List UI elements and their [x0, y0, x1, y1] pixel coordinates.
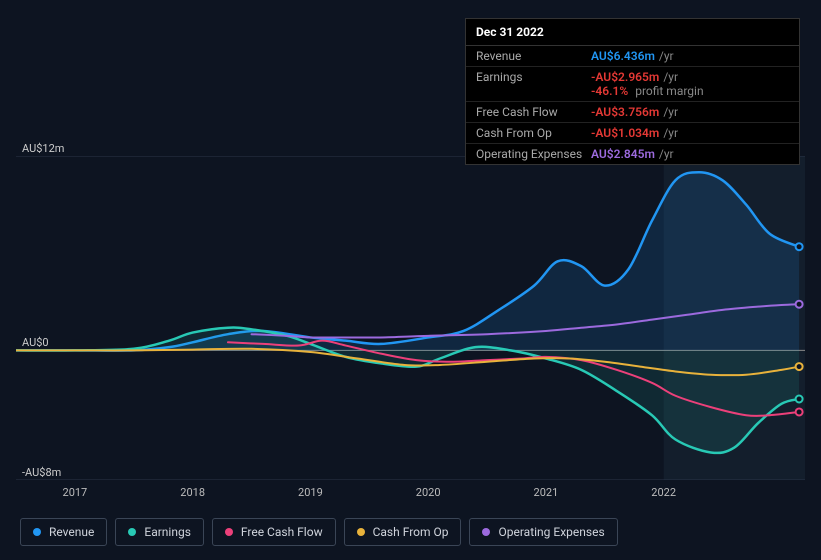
tooltip-row: RevenueAU$6.436m/yr [466, 46, 799, 67]
legend-item[interactable]: Earnings [115, 518, 204, 546]
tooltip-row-value: -AU$3.756m [591, 105, 659, 119]
chart-legend: Revenue Earnings Free Cash Flow Cash From O… [20, 518, 618, 546]
tooltip-row: Operating ExpensesAU$2.845m/yr [466, 144, 799, 164]
tooltip-row-unit: /yr [663, 126, 678, 140]
tooltip-row-unit: /yr [659, 147, 674, 161]
tooltip-row-value: -AU$2.965m [591, 70, 659, 84]
x-axis-label: 2020 [416, 486, 441, 499]
y-axis-label: AU$12m [22, 142, 64, 155]
legend-dot-icon [128, 528, 136, 536]
tooltip-row-unit: /yr [659, 49, 674, 63]
tooltip-row-sub: -46.1% profit margin [591, 84, 789, 98]
legend-label: Operating Expenses [498, 525, 604, 539]
tooltip-row-label: Earnings [476, 70, 591, 98]
legend-dot-icon [357, 528, 365, 536]
tooltip-row-label: Operating Expenses [476, 147, 591, 161]
legend-label: Revenue [49, 525, 94, 539]
x-axis-label: 2019 [298, 486, 323, 499]
tooltip-date: Dec 31 2022 [466, 19, 799, 46]
legend-item[interactable]: Free Cash Flow [212, 518, 336, 546]
legend-label: Earnings [144, 525, 191, 539]
y-axis-label: AU$0 [22, 336, 49, 349]
x-axis-label: 2017 [63, 486, 88, 499]
tooltip-row-unit: /yr [663, 105, 678, 119]
tooltip-row: Earnings-AU$2.965m/yr-46.1% profit margi… [466, 67, 799, 102]
tooltip-row-unit: /yr [663, 70, 678, 84]
y-axis-label: -AU$8m [22, 466, 61, 479]
legend-dot-icon [33, 528, 41, 536]
x-axis-label: 2021 [534, 486, 559, 499]
tooltip-row-label: Free Cash Flow [476, 105, 591, 119]
chart-tooltip: Dec 31 2022 RevenueAU$6.436m/yrEarnings-… [465, 18, 800, 165]
tooltip-row: Free Cash Flow-AU$3.756m/yr [466, 102, 799, 123]
legend-label: Free Cash Flow [241, 525, 323, 539]
legend-item[interactable]: Revenue [20, 518, 107, 546]
x-axis-label: 2018 [180, 486, 205, 499]
tooltip-row-value: -AU$1.034m [591, 126, 659, 140]
tooltip-row-value: AU$6.436m [591, 49, 655, 63]
x-axis-label: 2022 [651, 486, 676, 499]
legend-dot-icon [482, 528, 490, 536]
tooltip-row-label: Revenue [476, 49, 591, 63]
x-axis: 2017 2018 2019 2020 2021 2022 [16, 486, 805, 504]
financials-chart[interactable] [16, 156, 805, 480]
tooltip-row-value: AU$2.845m [591, 147, 655, 161]
tooltip-row-label: Cash From Op [476, 126, 591, 140]
legend-item[interactable]: Cash From Op [344, 518, 462, 546]
tooltip-row: Cash From Op-AU$1.034m/yr [466, 123, 799, 144]
legend-dot-icon [225, 528, 233, 536]
legend-label: Cash From Op [373, 525, 449, 539]
legend-item[interactable]: Operating Expenses [469, 518, 617, 546]
